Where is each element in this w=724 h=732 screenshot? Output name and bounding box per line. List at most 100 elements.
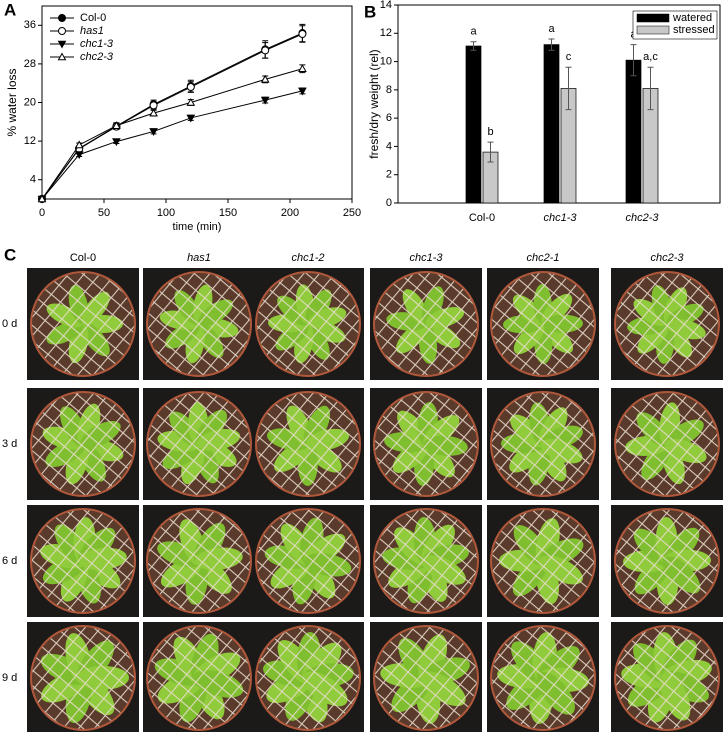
x-tick-label: Col-0 xyxy=(469,212,495,224)
mesh xyxy=(148,273,250,375)
legend-label: watered xyxy=(672,12,712,24)
marker xyxy=(298,29,307,38)
plant-photo xyxy=(611,388,723,500)
mesh xyxy=(148,510,250,612)
y-tick-label: 28 xyxy=(24,58,36,70)
plant-photo xyxy=(370,622,482,732)
legend-label: stressed xyxy=(673,24,715,36)
column-label: chc2-3 xyxy=(650,252,684,264)
bar xyxy=(465,45,482,204)
mesh xyxy=(257,510,359,612)
marker xyxy=(74,140,84,149)
y-tick-label: 12 xyxy=(380,27,392,39)
mesh xyxy=(616,627,718,729)
y-axis-label: fresh/dry weight (rel) xyxy=(367,49,381,158)
mesh xyxy=(257,393,359,495)
mesh xyxy=(616,510,718,612)
column-label: chc2-1 xyxy=(526,252,559,264)
x-tick-label: chc2-3 xyxy=(625,212,659,224)
legend-swatch xyxy=(636,25,670,35)
bar xyxy=(625,59,642,204)
error-bar xyxy=(548,38,555,51)
row-label: 6 d xyxy=(2,555,17,567)
mesh xyxy=(32,393,134,495)
significance-letter: a xyxy=(548,23,555,35)
x-tick-label: chc1-3 xyxy=(543,212,577,224)
mesh xyxy=(375,393,477,495)
mesh xyxy=(616,393,718,495)
legend-label: chc1-3 xyxy=(80,38,114,50)
plant-photo xyxy=(252,622,364,732)
bar xyxy=(543,44,560,204)
error-bar xyxy=(470,41,477,51)
marker xyxy=(149,128,158,136)
marker xyxy=(260,74,270,83)
plant-photo xyxy=(27,505,139,617)
plant-photo xyxy=(370,505,482,617)
plant-photo xyxy=(252,388,364,500)
mesh xyxy=(148,393,250,495)
x-tick-label: 150 xyxy=(219,207,237,219)
plant-photo xyxy=(252,505,364,617)
marker xyxy=(261,46,270,55)
x-axis-label: time (min) xyxy=(173,221,222,233)
marker xyxy=(186,97,196,106)
y-tick-label: 8 xyxy=(386,84,392,96)
row-label: 9 d xyxy=(2,672,17,684)
plant-photo xyxy=(611,622,723,732)
plant-photo xyxy=(27,622,139,732)
plant-photo xyxy=(143,388,255,500)
marker xyxy=(260,96,270,105)
plant-photo xyxy=(487,268,599,380)
mesh xyxy=(492,510,594,612)
panel-label: C xyxy=(4,245,16,264)
marker xyxy=(58,14,66,22)
plant-photo xyxy=(370,268,482,380)
error-bar xyxy=(630,44,637,77)
mesh xyxy=(492,273,594,375)
plant-photo xyxy=(27,268,139,380)
marker xyxy=(149,108,158,117)
plant-photo xyxy=(143,505,255,617)
column-label: chc1-3 xyxy=(409,252,443,264)
plant-photo xyxy=(143,622,255,732)
plant-photo xyxy=(487,505,599,617)
error-bar xyxy=(487,141,494,163)
legend-label: has1 xyxy=(80,25,104,37)
plant-photo xyxy=(27,388,139,500)
mesh xyxy=(32,510,134,612)
y-tick-label: 4 xyxy=(386,140,392,152)
error-bar xyxy=(565,66,572,111)
plant-photo xyxy=(143,268,255,380)
y-tick-label: 20 xyxy=(24,96,36,108)
plant-photo xyxy=(487,622,599,732)
y-axis-label: % water loss xyxy=(5,68,19,136)
significance-letter: b xyxy=(487,126,493,138)
row-label: 3 d xyxy=(2,438,17,450)
plant-photo xyxy=(611,505,723,617)
legend-label: Col-0 xyxy=(80,12,106,24)
y-tick-label: 10 xyxy=(380,55,392,67)
plant-photo xyxy=(611,268,723,380)
y-tick-label: 6 xyxy=(386,112,392,124)
column-label: chc1-2 xyxy=(291,252,324,264)
marker xyxy=(37,194,47,203)
marker xyxy=(298,87,307,96)
x-tick-label: 200 xyxy=(281,207,299,219)
y-tick-label: 0 xyxy=(386,197,392,209)
error-bar xyxy=(647,66,654,111)
marker xyxy=(186,114,196,123)
y-tick-label: 36 xyxy=(24,19,36,31)
marker xyxy=(186,83,195,92)
y-tick-label: 14 xyxy=(380,0,392,11)
plant-photo xyxy=(370,388,482,500)
column-label: Col-0 xyxy=(70,252,96,264)
mesh xyxy=(257,273,359,375)
plant-photo xyxy=(252,268,364,380)
x-tick-label: 0 xyxy=(39,207,45,219)
y-tick-label: 12 xyxy=(24,135,36,147)
plant-photo xyxy=(487,388,599,500)
mesh xyxy=(375,510,477,612)
legend-swatch xyxy=(636,13,670,23)
row-label: 0 d xyxy=(2,318,17,330)
